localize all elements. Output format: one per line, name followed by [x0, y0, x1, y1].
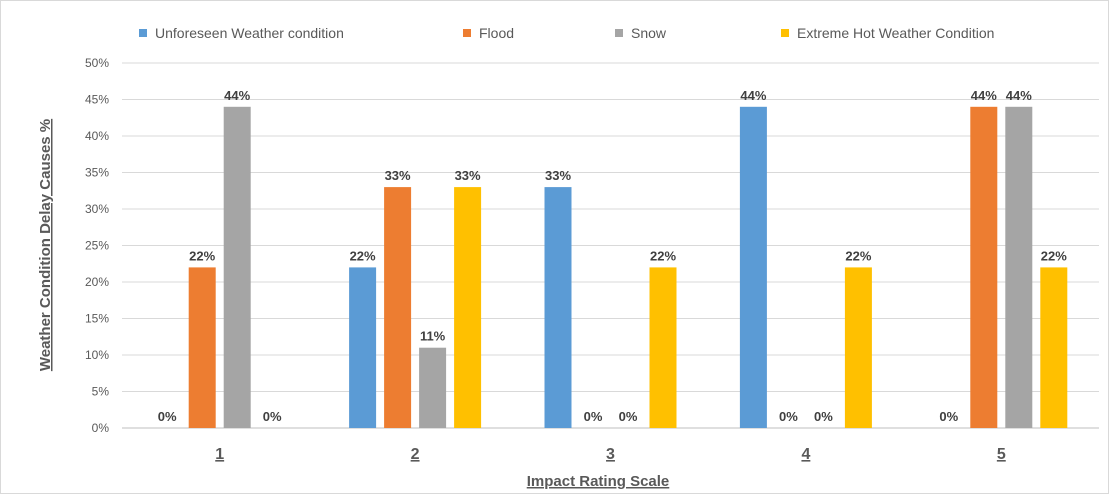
legend-label-3: Snow [631, 25, 667, 41]
y-tick-20: 20% [85, 275, 109, 289]
bar-2-3 [419, 347, 447, 428]
legend: Unforeseen Weather condition Flood Snow Ext… [139, 25, 994, 41]
x-category-2: 2 [411, 446, 420, 463]
y-tick-50: 50% [85, 56, 109, 70]
data-label-1-4: 0% [263, 409, 282, 424]
y-tick-30: 30% [85, 202, 109, 216]
x-category-4: 4 [801, 446, 810, 463]
data-label-2-1: 22% [350, 248, 376, 263]
legend-label-2: Flood [479, 25, 514, 41]
y-axis-title: Weather Condition Delay Causes % [37, 119, 54, 371]
data-label-3-2: 0% [584, 409, 603, 424]
x-category-3: 3 [606, 446, 615, 463]
data-labels: 0% 22% 44% 0% 22% 33% 11% 33% 33% 0% 0% 22% 44% 0% 0% 2… [158, 88, 1067, 424]
data-label-3-4: 22% [650, 248, 676, 263]
bar-2-2 [384, 187, 412, 428]
legend-swatch-3 [615, 29, 623, 37]
data-label-5-1: 0% [939, 409, 958, 424]
bar-5-2 [970, 106, 998, 429]
data-label-2-2: 33% [385, 168, 411, 183]
bar-1-3 [223, 106, 251, 429]
legend-swatch-2 [463, 29, 471, 37]
data-label-3-3: 0% [619, 409, 638, 424]
legend-swatch-4 [781, 29, 789, 37]
data-label-3-1: 33% [545, 168, 571, 183]
bar-2-1 [349, 267, 377, 428]
data-label-2-4: 33% [455, 168, 481, 183]
bar-3-1 [544, 187, 572, 428]
x-axis-title: Impact Rating Scale [527, 473, 670, 490]
bar-2-4 [454, 187, 482, 428]
y-tick-5: 5% [92, 385, 110, 399]
y-tick-40: 40% [85, 129, 109, 143]
bar-3-4 [649, 267, 677, 428]
legend-label-4: Extreme Hot Weather Condition [797, 25, 994, 41]
x-category-1: 1 [215, 446, 224, 463]
bar-1-2 [188, 267, 216, 428]
y-axis-ticks: 0% 5% 10% 15% 20% 25% 30% 35% 40% 45% 50% [85, 56, 109, 435]
data-label-4-2: 0% [779, 409, 798, 424]
bar-4-1 [739, 106, 767, 429]
data-label-4-4: 22% [845, 248, 871, 263]
y-tick-25: 25% [85, 239, 109, 253]
x-category-5: 5 [997, 446, 1006, 463]
legend-label-1: Unforeseen Weather condition [155, 25, 344, 41]
y-tick-0: 0% [92, 421, 110, 435]
x-axis-categories: 1 2 3 4 5 [215, 446, 1006, 463]
y-tick-45: 45% [85, 93, 109, 107]
bar-4-4 [844, 267, 872, 428]
data-label-4-1: 44% [740, 88, 766, 103]
data-label-1-1: 0% [158, 409, 177, 424]
data-label-4-3: 0% [814, 409, 833, 424]
data-label-5-3: 44% [1006, 88, 1032, 103]
bars [188, 106, 1068, 429]
y-tick-15: 15% [85, 312, 109, 326]
y-tick-35: 35% [85, 166, 109, 180]
data-label-1-3: 44% [224, 88, 250, 103]
data-label-5-2: 44% [971, 88, 997, 103]
bar-5-3 [1005, 106, 1033, 429]
data-label-2-3: 11% [420, 329, 446, 344]
data-label-1-2: 22% [189, 248, 215, 263]
data-label-5-4: 22% [1041, 248, 1067, 263]
bar-5-4 [1040, 267, 1068, 428]
gridlines [122, 62, 1099, 429]
legend-swatch-1 [139, 29, 147, 37]
y-tick-10: 10% [85, 348, 109, 362]
